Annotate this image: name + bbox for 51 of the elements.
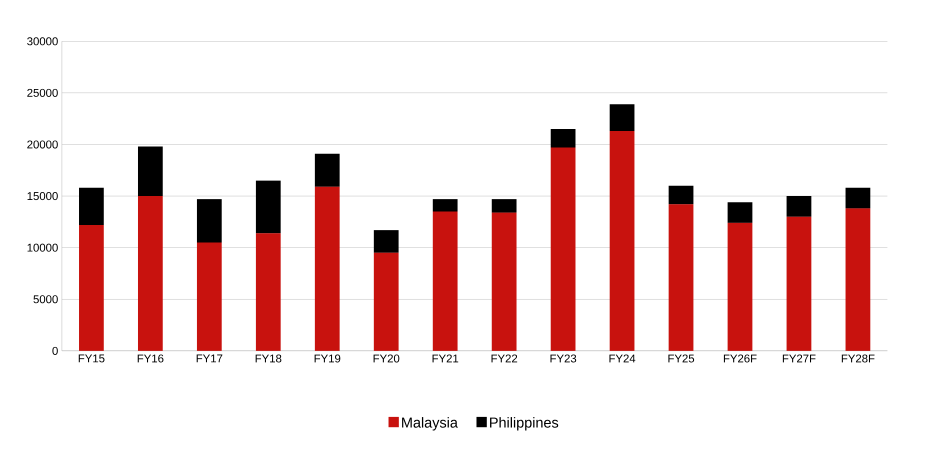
bar <box>79 224 104 351</box>
bar <box>610 131 634 351</box>
bar <box>492 199 517 213</box>
y-tick-label: 15000 <box>28 192 58 200</box>
bar <box>314 186 340 351</box>
bar <box>374 230 399 253</box>
y-tick-label: 25000 <box>27 88 58 97</box>
bar <box>314 154 340 187</box>
bar <box>610 104 634 132</box>
bar <box>256 233 281 351</box>
bar <box>728 202 752 223</box>
bar <box>196 199 222 242</box>
x-tick-label: FY28F <box>842 354 874 363</box>
x-tick-label: FY22 <box>492 354 518 362</box>
bar <box>432 212 458 351</box>
y-tick-label: 0 <box>52 346 58 355</box>
bar <box>786 196 812 217</box>
bar <box>846 188 870 208</box>
y-tick-label: 10000 <box>28 244 58 252</box>
x-tick-label: FY20 <box>374 354 400 363</box>
bar <box>550 128 576 148</box>
bar <box>79 188 104 225</box>
x-tick-label: FY27F <box>782 354 816 362</box>
x-tick-label: FY26F <box>724 354 757 363</box>
y-tick-label: 20000 <box>27 140 58 148</box>
x-tick-label: FY23 <box>550 354 576 363</box>
x-tick-label: FY24 <box>609 354 636 362</box>
bar <box>846 208 870 351</box>
x-tick-label: FY19 <box>314 354 340 363</box>
x-tick-label: FY25 <box>668 354 694 363</box>
bar <box>728 222 752 351</box>
bar <box>786 216 812 351</box>
x-tick-label: FY17 <box>196 354 222 362</box>
bar <box>668 204 694 351</box>
x-tick-label: FY15 <box>78 354 104 362</box>
x-tick-label: FY16 <box>138 354 164 363</box>
bar <box>550 148 576 351</box>
x-tick-label: FY18 <box>256 354 282 363</box>
y-tick-label: 30000 <box>27 37 58 46</box>
legend-label: Malaysia <box>402 417 458 431</box>
bar <box>138 196 163 351</box>
x-tick-label: FY21 <box>432 354 458 362</box>
bar <box>668 186 694 204</box>
bar <box>196 242 222 351</box>
bar <box>492 212 517 351</box>
bar <box>256 180 281 234</box>
bar <box>374 252 399 351</box>
bar <box>138 146 163 196</box>
legend-label: Philippines <box>490 417 558 431</box>
bar <box>432 199 458 212</box>
y-tick-label: 5000 <box>33 295 58 304</box>
